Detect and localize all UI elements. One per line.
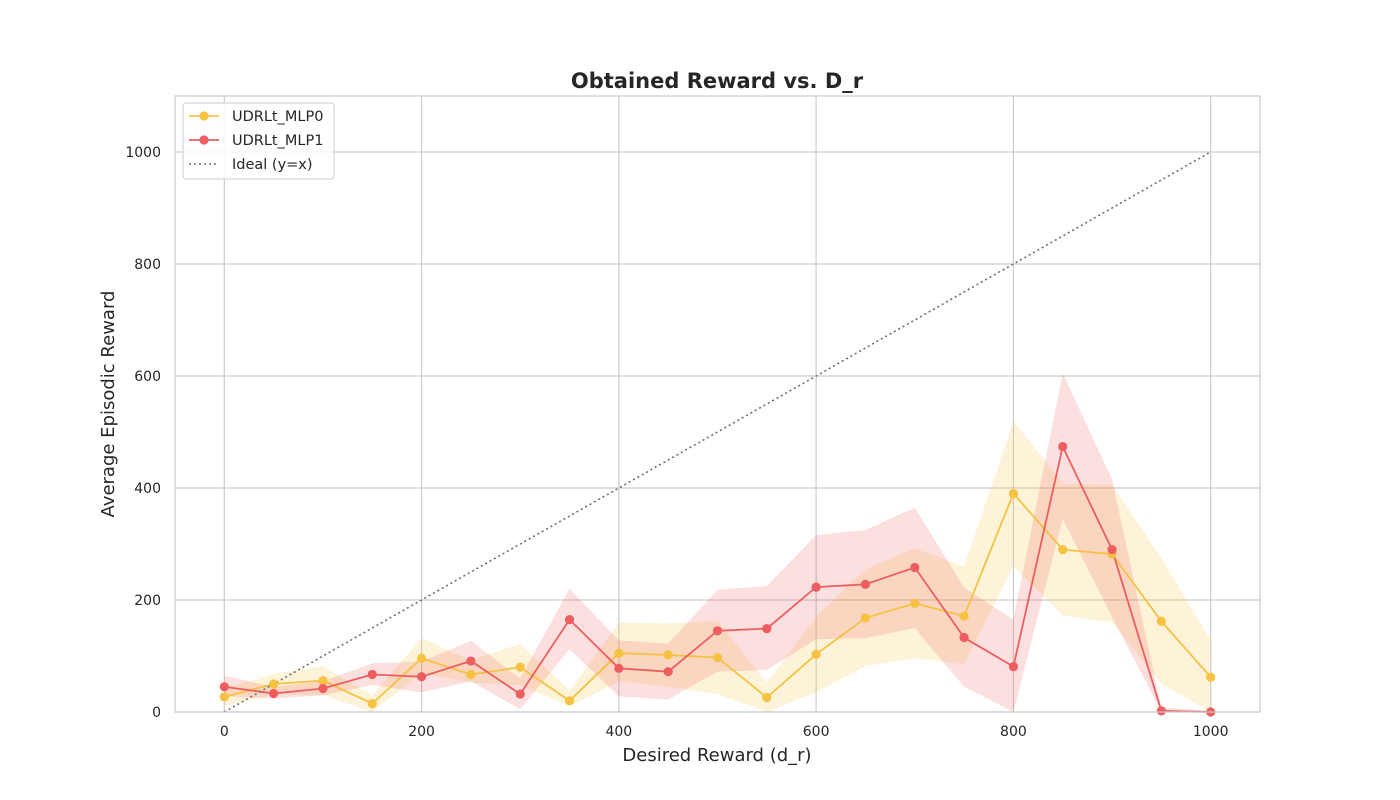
point-udrlt-mlp0: [959, 611, 969, 621]
point-udrlt-mlp0: [515, 662, 525, 672]
point-udrlt-mlp0: [811, 649, 821, 659]
point-udrlt-mlp0: [614, 648, 624, 658]
point-udrlt-mlp0: [416, 653, 427, 663]
point-udrlt-mlp1: [910, 562, 920, 573]
legend: UDRLt_MLP0 UDRLt_MLP1 Ideal (y=x): [182, 102, 335, 180]
point-udrlt-mlp0: [860, 613, 871, 623]
x-tick-label: 200: [408, 724, 435, 740]
point-udrlt-mlp0: [564, 696, 575, 706]
y-tick-label: 800: [134, 257, 161, 273]
legend-label-udrlt-mlp1: UDRLt_MLP1: [232, 133, 323, 149]
y-tick-label: 200: [134, 593, 161, 609]
point-udrlt-mlp0: [1156, 616, 1166, 626]
x-tick-label: 1000: [1193, 724, 1229, 740]
legend-marker-udrlt-mlp0: [199, 111, 209, 121]
chart-title: Obtained Reward vs. D_r: [571, 69, 864, 93]
legend-label-ideal-y-x: Ideal (y=x): [232, 157, 313, 173]
point-udrlt-mlp0: [367, 699, 377, 709]
y-tick-labels: 0 200 400 600 800 1000: [125, 145, 161, 721]
x-axis-label: Desired Reward (d_r): [622, 745, 811, 766]
point-udrlt-mlp1: [1156, 706, 1166, 716]
legend-label-udrlt-mlp0: UDRLt_MLP0: [232, 109, 323, 125]
point-udrlt-mlp0: [1206, 672, 1216, 682]
x-tick-label: 600: [803, 724, 830, 740]
point-udrlt-mlp0: [1058, 545, 1068, 555]
y-axis-label: Average Episodic Reward: [98, 291, 119, 518]
point-udrlt-mlp0: [712, 653, 723, 663]
point-udrlt-mlp1: [860, 579, 871, 589]
y-tick-label: 0: [152, 705, 161, 721]
point-udrlt-mlp1: [416, 672, 427, 682]
legend-box: [182, 102, 335, 180]
y-tick-label: 1000: [125, 145, 161, 161]
point-udrlt-mlp1: [614, 663, 624, 673]
point-udrlt-mlp0: [466, 669, 476, 680]
band-udrlt-mlp1: [224, 373, 1211, 712]
point-udrlt-mlp1: [1008, 662, 1019, 672]
point-udrlt-mlp1: [663, 667, 673, 677]
point-udrlt-mlp0: [219, 692, 229, 702]
point-udrlt-mlp1: [712, 626, 723, 636]
point-udrlt-mlp0: [663, 650, 673, 660]
point-udrlt-mlp1: [269, 688, 279, 699]
y-tick-label: 600: [134, 369, 161, 385]
series-markers: [219, 441, 1216, 717]
x-tick-labels: 0 200 400 600 800 1000: [220, 724, 1229, 740]
point-udrlt-mlp0: [269, 679, 279, 689]
point-udrlt-mlp1: [762, 623, 772, 634]
point-udrlt-mlp0: [910, 598, 920, 608]
point-udrlt-mlp0: [1008, 489, 1019, 499]
plot-frame: [174, 95, 1261, 713]
point-udrlt-mlp1: [1107, 545, 1117, 555]
legend-marker-udrlt-mlp1: [199, 135, 209, 145]
point-udrlt-mlp1: [466, 656, 476, 666]
point-udrlt-mlp1: [564, 615, 575, 625]
y-tick-label: 400: [134, 481, 161, 497]
x-tick-label: 400: [605, 724, 632, 740]
x-tick-label: 0: [220, 724, 229, 740]
x-tick-label: 800: [1000, 724, 1027, 740]
point-udrlt-mlp0: [318, 676, 328, 686]
point-udrlt-mlp1: [367, 669, 377, 680]
point-udrlt-mlp1: [1058, 441, 1068, 452]
point-udrlt-mlp1: [959, 632, 969, 643]
point-udrlt-mlp1: [811, 582, 821, 592]
point-udrlt-mlp0: [762, 692, 772, 703]
point-udrlt-mlp1: [515, 689, 525, 699]
line-ideal-y-x: [223, 151, 1212, 713]
point-udrlt-mlp1: [219, 682, 229, 692]
point-udrlt-mlp1: [318, 683, 328, 694]
